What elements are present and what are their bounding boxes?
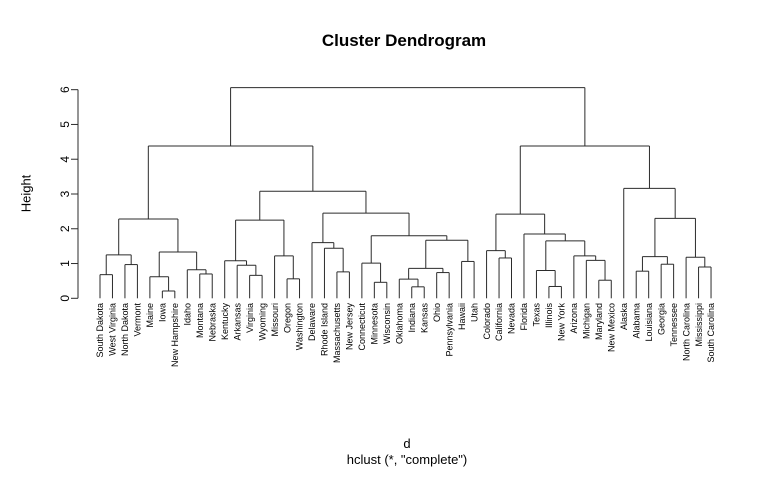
leaf-label: Idaho xyxy=(182,303,192,326)
leaf-label: South Dakota xyxy=(95,303,105,358)
x-axis-title: d xyxy=(403,436,411,451)
leaf-label: Colorado xyxy=(482,303,492,340)
leaf-label: Massachusetts xyxy=(332,303,342,364)
leaf-label: Minnesota xyxy=(370,303,380,345)
chart-title: Cluster Dendrogram xyxy=(321,31,487,50)
leaf-label: Nevada xyxy=(507,303,517,334)
leaf-label: Indiana xyxy=(407,303,417,333)
ytick-label: 6 xyxy=(58,86,72,93)
leaf-label: Michigan xyxy=(582,303,592,339)
ytick-label: 5 xyxy=(58,121,72,128)
leaf-label: Virginia xyxy=(245,303,255,333)
leaf-label: Iowa xyxy=(158,303,168,322)
y-axis-title: Height xyxy=(18,174,34,213)
leaf-label: Arkansas xyxy=(232,303,242,341)
leaf-label: Wisconsin xyxy=(382,303,392,344)
leaf-label: Georgia xyxy=(656,303,666,335)
leaf-label: New York xyxy=(557,303,567,342)
leaf-label: New Jersey xyxy=(345,303,355,351)
leaf-label: Rhode Island xyxy=(320,303,330,356)
leaf-label: Oklahoma xyxy=(394,303,404,344)
leaf-label: Wyoming xyxy=(257,303,267,340)
leaf-label: Tennessee xyxy=(669,303,679,347)
leaf-label: Florida xyxy=(519,303,529,331)
leaf-label: Illinois xyxy=(544,303,554,329)
leaf-label: Pennsylvania xyxy=(444,303,454,357)
leaf-label: Utah xyxy=(469,303,479,322)
ytick-label: 0 xyxy=(58,295,72,302)
leaf-label: South Carolina xyxy=(706,303,716,363)
leaf-label: Nebraska xyxy=(207,303,217,342)
method-caption: hclust (*, "complete") xyxy=(346,452,468,467)
leaf-label: Mississippi xyxy=(694,303,704,347)
leaf-label: Alabama xyxy=(631,303,641,339)
leaf-label: Arizona xyxy=(569,303,579,334)
leaf-label: Oregon xyxy=(282,303,292,333)
leaf-label: Hawaii xyxy=(457,303,467,330)
leaf-label: Ohio xyxy=(432,303,442,322)
ytick-label: 3 xyxy=(58,190,72,197)
leaf-label: Connecticut xyxy=(357,303,367,351)
leaf-label: Alaska xyxy=(619,303,629,330)
leaf-label: Delaware xyxy=(307,303,317,341)
leaf-label: Texas xyxy=(532,303,542,327)
leaf-label: New Hampshire xyxy=(170,303,180,367)
leaf-label: Kansas xyxy=(419,303,429,334)
leaf-label: Maine xyxy=(145,303,155,328)
ytick-label: 4 xyxy=(58,156,72,163)
leaf-label: California xyxy=(494,303,504,341)
leaf-label: North Dakota xyxy=(120,303,130,356)
leaf-label: West Virginia xyxy=(108,303,118,356)
leaf-label: Kentucky xyxy=(220,303,230,341)
ytick-label: 2 xyxy=(58,225,72,232)
leaf-label: North Carolina xyxy=(681,303,691,361)
leaf-label: Montana xyxy=(195,303,205,338)
leaf-label: Maryland xyxy=(594,303,604,340)
leaf-label: Missouri xyxy=(270,303,280,337)
leaf-label: Washington xyxy=(295,303,305,350)
ytick-label: 1 xyxy=(58,260,72,267)
leaf-label: New Mexico xyxy=(606,303,616,352)
leaf-label: Vermont xyxy=(133,303,143,337)
leaf-label: Louisiana xyxy=(644,303,654,342)
